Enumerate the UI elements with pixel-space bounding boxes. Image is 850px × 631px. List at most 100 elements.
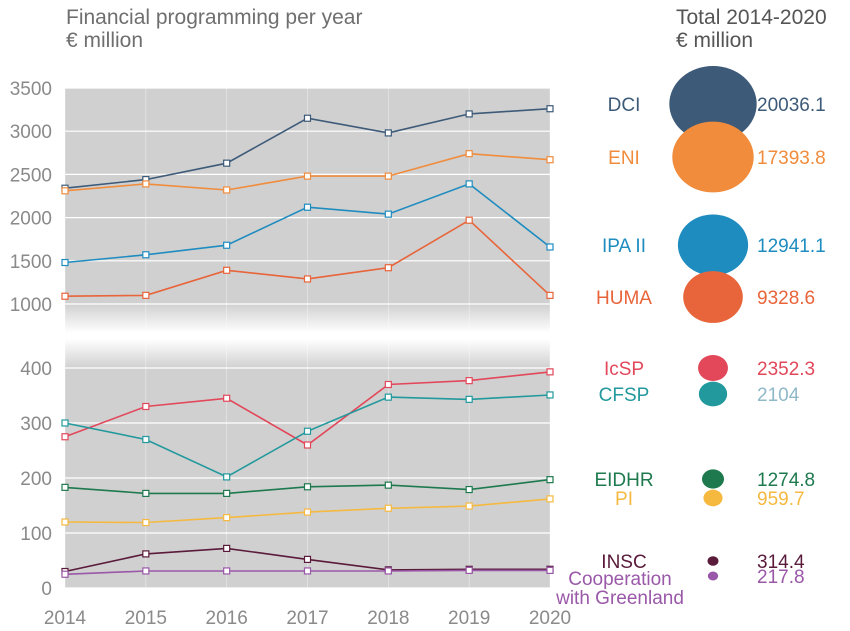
- series-lines: [61, 105, 554, 578]
- data-point-cfsp: [465, 395, 473, 403]
- data-point-ipa-ii: [465, 180, 473, 188]
- data-point-eni: [546, 156, 554, 164]
- data-point-icsp: [465, 377, 473, 385]
- data-point-eni: [61, 187, 69, 195]
- x-tick-label: 2019: [448, 608, 490, 629]
- total-value-eidhr: 1274.8: [757, 470, 815, 491]
- total-bubble-icsp: [698, 354, 728, 382]
- data-point-insc: [142, 550, 150, 558]
- data-point-dci: [465, 110, 473, 118]
- data-point-ipa-ii: [223, 241, 231, 249]
- total-label-line: with Greenland: [555, 588, 684, 609]
- totals-subtitle: € million: [676, 29, 753, 52]
- totals-title: Total 2014-2020: [676, 6, 827, 29]
- y-tick-label: 0: [41, 579, 52, 600]
- total-label-ipa-ii: IPA II: [602, 236, 646, 257]
- total-label-insc: INSC: [601, 552, 646, 573]
- data-point-icsp: [384, 380, 392, 389]
- total-label-huma: HUMA: [596, 288, 652, 309]
- data-point-huma: [465, 216, 473, 224]
- total-bubble-eidhr: [701, 469, 725, 489]
- x-tick-label: 2017: [286, 608, 328, 629]
- data-point-huma: [223, 266, 231, 274]
- data-point-eidhr: [546, 476, 554, 484]
- data-point-cooperation-with-greenland: [465, 566, 473, 575]
- y-tick-label: 2000: [10, 209, 52, 230]
- data-point-pi: [465, 502, 473, 510]
- data-point-dci: [546, 105, 554, 113]
- total-value-eni: 17393.8: [757, 148, 826, 169]
- data-point-cfsp: [384, 393, 392, 401]
- data-point-eidhr: [384, 481, 392, 489]
- total-label-cfsp: CFSP: [599, 385, 650, 406]
- data-point-pi: [61, 518, 69, 526]
- x-tick-label: 2018: [367, 608, 409, 629]
- y-tick-label: 2500: [10, 165, 52, 186]
- data-point-ipa-ii: [384, 210, 392, 218]
- total-bubble-cfsp: [698, 381, 728, 407]
- data-point-eni: [223, 186, 231, 194]
- data-point-cooperation-with-greenland: [223, 567, 231, 575]
- y-tick-label: 1500: [10, 252, 52, 273]
- data-point-eni: [142, 180, 150, 188]
- data-point-cfsp: [303, 427, 312, 435]
- total-label-pi: PI: [615, 489, 633, 510]
- data-point-dci: [384, 129, 392, 137]
- total-bubble-insc: [707, 556, 719, 566]
- total-bubble-cooperation-with-greenland: [707, 571, 719, 581]
- data-point-eidhr: [61, 483, 69, 491]
- data-point-huma: [142, 291, 150, 299]
- total-label-icsp: IcSP: [604, 359, 644, 380]
- total-bubble-huma: [683, 271, 743, 323]
- total-bubble-pi: [703, 489, 723, 507]
- y-tick-label: 400: [20, 359, 52, 380]
- chart-title: Financial programming per year: [66, 6, 362, 29]
- total-label-line: Cooperation: [568, 569, 672, 590]
- y-tick-label: 100: [20, 524, 52, 545]
- data-point-insc: [303, 555, 312, 564]
- total-value-cooperation-with-greenland: 217.8: [757, 567, 805, 588]
- data-point-eidhr: [223, 489, 231, 497]
- data-point-dci: [223, 159, 231, 167]
- data-point-icsp: [223, 394, 231, 402]
- data-point-eidhr: [465, 485, 473, 494]
- x-tick-label: 2014: [44, 608, 87, 629]
- data-point-insc: [223, 544, 231, 553]
- x-tick-label: 2020: [529, 608, 571, 629]
- total-label-eni: ENI: [608, 148, 640, 169]
- data-point-cooperation-with-greenland: [142, 567, 150, 575]
- data-point-cfsp: [223, 473, 231, 481]
- data-point-pi: [546, 495, 554, 503]
- data-point-cooperation-with-greenland: [546, 566, 554, 575]
- total-bubble-ipa-ii: [677, 214, 749, 276]
- y-tick-label: 3500: [10, 79, 52, 100]
- data-point-huma: [384, 264, 392, 272]
- totals-panel: DCI 20036.1 ENI 17393.8 IPA II 12941.1 HUMA 932…: [555, 66, 826, 609]
- data-point-icsp: [142, 402, 150, 411]
- total-value-huma: 9328.6: [757, 288, 815, 309]
- y-tick-label: 1000: [10, 295, 52, 316]
- y-tick-label: 200: [20, 469, 52, 490]
- data-point-pi: [223, 513, 231, 522]
- data-point-eni: [384, 172, 392, 180]
- y-tick-label: 3000: [10, 122, 52, 143]
- data-point-cfsp: [546, 391, 554, 399]
- data-point-eidhr: [303, 483, 312, 491]
- data-point-pi: [303, 508, 312, 516]
- data-point-pi: [384, 504, 392, 512]
- data-point-cooperation-with-greenland: [384, 567, 392, 575]
- data-point-ipa-ii: [142, 251, 150, 259]
- data-point-ipa-ii: [546, 243, 554, 251]
- data-point-pi: [142, 518, 150, 527]
- total-label-eidhr: EIDHR: [594, 470, 653, 491]
- axis-tick-labels: 1000 1500 2000 2500 3000 3500 0 100 200 300 400 201…: [10, 79, 571, 629]
- data-point-eidhr: [142, 489, 150, 497]
- data-point-huma: [303, 275, 312, 283]
- total-bubble-eni: [672, 121, 754, 193]
- data-point-huma: [61, 292, 69, 300]
- data-point-ipa-ii: [61, 258, 69, 267]
- data-point-dci: [303, 114, 312, 122]
- data-point-eni: [465, 150, 473, 158]
- x-tick-label: 2016: [206, 608, 248, 629]
- data-point-icsp: [303, 441, 312, 449]
